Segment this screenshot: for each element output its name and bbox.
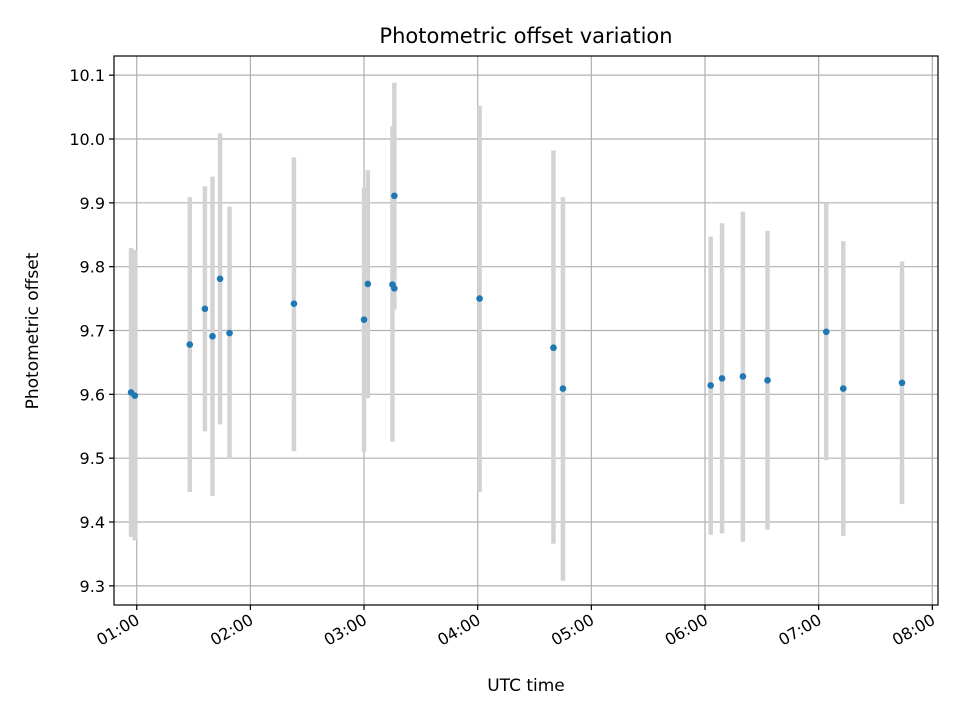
x-tick-label: 02:00: [207, 610, 256, 650]
x-tick-label: 05:00: [548, 610, 597, 650]
x-tick-label: 04:00: [434, 610, 483, 650]
y-tick-label: 9.3: [80, 577, 105, 596]
grid-layer: [114, 56, 938, 605]
data-point: [364, 280, 372, 288]
data-point: [201, 305, 209, 313]
y-tick-label: 9.4: [80, 513, 105, 532]
tick-layer: 01:00 02:00 03:00 04:00 05:00 06:00 07:00 08:00…: [69, 66, 938, 649]
data-point: [360, 316, 368, 323]
y-tick-label: 9.6: [80, 385, 105, 404]
y-axis-label: Photometric offset: [23, 252, 43, 409]
y-tick-label: 9.9: [80, 194, 105, 213]
data-point: [559, 385, 567, 392]
chart-title: Photometric offset variation: [379, 24, 672, 48]
data-point: [476, 295, 483, 302]
data-point: [391, 192, 398, 200]
x-tick-label: 06:00: [662, 610, 711, 650]
x-tick-label: 08:00: [889, 610, 938, 650]
data-point: [216, 275, 224, 283]
data-point: [707, 382, 714, 389]
data-point: [391, 285, 398, 292]
y-tick-label: 9.8: [80, 258, 105, 277]
data-point: [898, 379, 906, 387]
data-point: [290, 300, 298, 307]
data-point: [131, 392, 139, 399]
data-point: [822, 328, 830, 336]
x-tick-label: 01:00: [93, 610, 142, 650]
data-point: [739, 373, 747, 380]
data-point: [764, 376, 771, 384]
x-axis-label: UTC time: [487, 676, 565, 696]
x-tick-label: 03:00: [321, 610, 370, 650]
point-layer: [127, 192, 906, 399]
data-point: [839, 385, 847, 392]
errorbar-layer: [128, 82, 905, 581]
y-tick-label: 9.5: [80, 449, 105, 468]
data-point: [226, 329, 233, 337]
y-tick-label: 9.7: [80, 322, 105, 341]
data-point: [209, 332, 216, 340]
data-point: [718, 375, 726, 382]
x-tick-label: 07:00: [775, 610, 824, 650]
y-tick-label: 10.0: [69, 130, 105, 149]
y-tick-label: 10.1: [69, 66, 105, 85]
data-point: [550, 344, 557, 352]
data-point: [186, 341, 194, 348]
